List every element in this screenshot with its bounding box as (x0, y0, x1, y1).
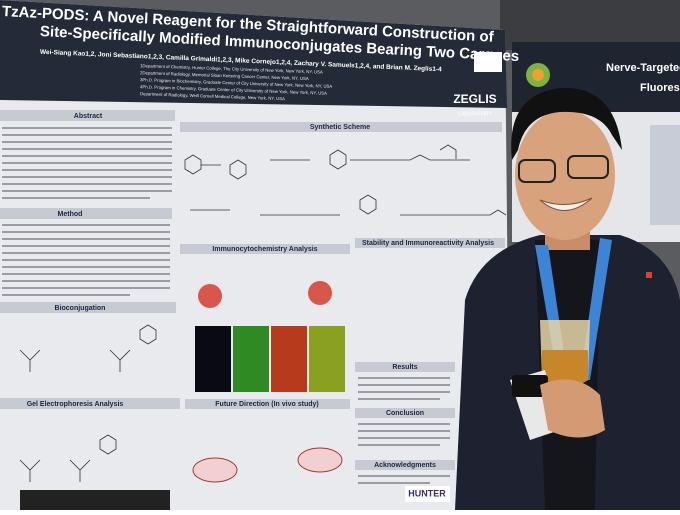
header-bar (180, 244, 350, 254)
header-bar (185, 399, 350, 409)
abstract-text (2, 127, 172, 199)
method-text (2, 224, 170, 296)
affiliation: 3Ph.D. Program in Biochemistry, Graduate… (140, 77, 333, 89)
micro-tile (309, 362, 345, 392)
micro-tile (271, 362, 307, 392)
header-bar (355, 362, 455, 372)
glasses (567, 155, 609, 179)
affiliation: 4Ph.D. Program in Chemistry, Graduate Ce… (140, 84, 327, 96)
header-bar (355, 460, 455, 470)
scheme-bottom (190, 194, 507, 216)
microscopy (20, 281, 345, 510)
lab-logo-sub: LABORATORY (458, 111, 492, 117)
header-bar (355, 238, 505, 248)
right-poster-title: Fluoresc (640, 82, 680, 94)
person (455, 87, 680, 510)
header-bar (0, 302, 176, 313)
micro-tile (271, 326, 307, 362)
section-header: Immunocytochemistry Analysis (212, 246, 317, 253)
header-bar (0, 110, 175, 121)
section-header: Gel Electrophoresis Analysis (27, 401, 124, 408)
phone (512, 375, 548, 397)
face (515, 110, 615, 240)
affiliation: Department of Radiology, Weill Cornell M… (140, 91, 285, 101)
results-text (358, 377, 450, 484)
hair (511, 87, 622, 160)
section-header: Future Direction (In vivo study) (215, 401, 318, 408)
header-bar (180, 122, 502, 132)
pin (646, 272, 652, 278)
qr-label (474, 52, 502, 72)
mouse (192, 457, 238, 483)
section-header: Bioconjugation (55, 305, 106, 312)
section-header: Acknowledgments (374, 462, 436, 469)
body-text-lines (2, 127, 450, 484)
section-header: Results (392, 364, 417, 371)
hunter-logo-bg (405, 486, 450, 502)
section-header: Synthetic Scheme (310, 124, 370, 131)
hunter-logo: HUNTER (408, 488, 446, 498)
smile (539, 197, 593, 211)
affiliation: 2Department of Radiology, Memorial Sloan… (140, 70, 309, 81)
header-bar (0, 398, 180, 409)
right-poster-panel (650, 125, 680, 225)
scheme-top (184, 144, 470, 180)
right-poster-logo-core (532, 69, 544, 81)
antibody-diagram (19, 324, 157, 372)
micro-tile (309, 326, 345, 362)
section-header: Stability and Immunoreactivity Analysis (362, 240, 494, 247)
micro-tile (195, 362, 231, 392)
section-header: Abstract (74, 113, 103, 120)
beer (542, 350, 588, 388)
glasses (518, 159, 556, 183)
mouse (297, 447, 343, 473)
cell-red (198, 284, 222, 308)
gel-diagram (19, 434, 117, 482)
poster-banner (0, 0, 507, 108)
micro-tile (233, 362, 269, 392)
ceiling (500, 0, 680, 50)
gel-image (20, 490, 170, 510)
micro-tile (233, 326, 269, 362)
cell-red (308, 281, 332, 305)
micro-tile (195, 326, 231, 362)
right-poster-title: Nerve-Targeted (606, 62, 680, 74)
header-bar (355, 408, 455, 418)
section-headers: Abstract Synthetic Scheme Method Immunoc… (0, 110, 505, 470)
section-header: Conclusion (386, 410, 424, 417)
affiliation: 1Department of Chemistry, Hunter College… (140, 63, 323, 74)
lab-logo: ZEGLIS (453, 92, 496, 106)
header-bar (0, 208, 172, 219)
hand (540, 379, 605, 438)
section-header: Method (58, 211, 83, 218)
schemes (19, 144, 507, 482)
